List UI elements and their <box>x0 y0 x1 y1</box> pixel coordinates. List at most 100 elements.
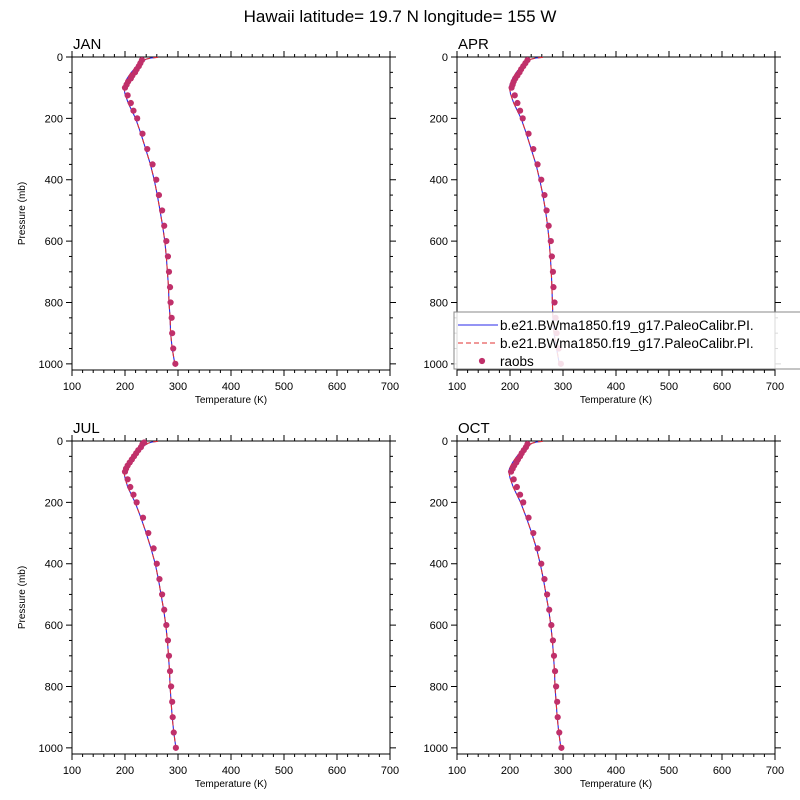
raobs-point <box>163 238 170 245</box>
raobs-point <box>520 499 527 506</box>
legend-box <box>453 311 800 370</box>
raobs-point <box>164 637 172 644</box>
y-tick-label: 1000 <box>39 743 63 755</box>
raobs-point <box>541 575 548 583</box>
raobs-point <box>139 514 147 521</box>
raobs-point <box>508 84 515 91</box>
y-tick-label: 600 <box>430 236 448 248</box>
x-tick-label: 400 <box>222 381 240 393</box>
panel-jul: 100 200 300 400 500 600 700 0 200 400 600 800 1000 Te… <box>17 420 399 790</box>
y-tick-label: 200 <box>430 497 448 509</box>
raobs-point <box>150 545 157 552</box>
raobs-point <box>145 529 152 537</box>
raobs-point <box>550 284 557 291</box>
raobs-point <box>549 637 557 644</box>
x-axis-label: Temperature (K) <box>195 395 267 406</box>
y-tick-label: 200 <box>45 113 63 125</box>
raobs-point <box>127 483 134 491</box>
y-tick-label: 1000 <box>424 359 448 371</box>
raobs-point <box>530 145 537 153</box>
raobs-point <box>551 668 559 675</box>
raobs-point <box>168 314 175 321</box>
raobs-point <box>153 560 160 567</box>
raobs-point <box>553 683 560 690</box>
raobs-point <box>544 591 551 598</box>
panel-title: JAN <box>73 36 101 53</box>
raobs-point <box>167 299 174 306</box>
x-tick-label: 600 <box>713 381 731 393</box>
raobs-point <box>547 238 554 245</box>
plot-frame <box>456 440 776 755</box>
x-tick-label: 500 <box>660 381 678 393</box>
x-tick-label: 600 <box>328 381 346 393</box>
y-tick-label: 1000 <box>39 359 63 371</box>
raobs-point <box>170 729 177 736</box>
y-tick-label: 400 <box>45 559 63 571</box>
x-tick-label: 500 <box>275 765 293 777</box>
panels: 100 200 300 400 500 600 70002004006008001000Te… <box>17 36 800 790</box>
figure-title: Hawaii latitude= 19.7 N longitude= 155 W <box>244 7 557 26</box>
y-tick-label: 0 <box>442 436 448 448</box>
x-tick-label: 300 <box>169 765 187 777</box>
panel-oct: 100 200 300 400 500 600 700 0 200 400 600 800 1000 Te… <box>424 420 785 790</box>
x-tick-label: 200 <box>116 381 134 393</box>
x-axis-label: Temperature (K) <box>580 779 652 790</box>
x-tick-label: 100 <box>63 381 81 393</box>
x-tick-label: 700 <box>381 765 399 777</box>
x-tick-label: 100 <box>448 765 466 777</box>
x-tick-label: 500 <box>275 381 293 393</box>
raobs-point <box>130 491 137 498</box>
y-tick-label: 600 <box>430 620 448 632</box>
panel-title: JUL <box>73 420 100 437</box>
raobs-point <box>541 191 548 199</box>
raobs-point <box>159 591 166 598</box>
legend-label: b.e21.BWma1850.f19_g17.PaleoCalibr.PI. <box>500 318 754 333</box>
raobs-point <box>165 652 173 659</box>
raobs-point <box>124 476 131 483</box>
x-tick-label: 500 <box>660 765 678 777</box>
x-tick-label: 100 <box>448 381 466 393</box>
x-tick-label: 200 <box>501 381 519 393</box>
raobs-point <box>139 130 146 137</box>
raobs-point <box>525 514 532 521</box>
raobs-point <box>156 575 163 583</box>
y-tick-label: 800 <box>430 681 448 693</box>
y-tick-label: 200 <box>430 113 448 125</box>
x-tick-label: 200 <box>501 765 519 777</box>
raobs-point <box>554 714 561 721</box>
legend-marker <box>478 357 486 365</box>
panel-title: APR <box>458 36 489 53</box>
y-tick-label: 800 <box>45 681 63 693</box>
raobs-point <box>511 92 518 99</box>
raobs-point <box>161 222 168 229</box>
raobs-point <box>170 345 177 352</box>
raobs-point <box>144 145 151 153</box>
y-tick-label: 400 <box>45 175 63 187</box>
raobs-point <box>514 99 521 107</box>
raobs-point <box>545 222 552 229</box>
x-tick-label: 600 <box>713 765 731 777</box>
raobs-point <box>121 84 129 91</box>
raobs-point <box>163 622 170 629</box>
raobs-point <box>534 161 541 168</box>
raobs-point <box>513 483 520 491</box>
y-tick-label: 800 <box>45 297 63 309</box>
legend: b.e21.BWma1850.f19_g17.PaleoCalibr.PI. b.… <box>453 311 800 370</box>
y-tick-label: 200 <box>45 497 63 509</box>
y-tick-label: 0 <box>442 52 448 64</box>
x-tick-label: 100 <box>63 765 81 777</box>
x-tick-label: 300 <box>554 765 572 777</box>
raobs-point <box>124 92 131 99</box>
raobs-point <box>548 253 555 260</box>
raobs-point <box>519 115 526 122</box>
raobs-point <box>516 491 524 498</box>
raobs-point <box>149 161 156 168</box>
x-axis-label: Temperature (K) <box>580 395 652 406</box>
y-axis-label: Pressure (mb) <box>17 182 28 245</box>
x-tick-label: 200 <box>116 765 134 777</box>
y-tick-label: 1000 <box>424 743 448 755</box>
y-tick-label: 0 <box>57 436 63 448</box>
raobs-point <box>155 191 163 199</box>
raobs-point <box>554 698 561 705</box>
